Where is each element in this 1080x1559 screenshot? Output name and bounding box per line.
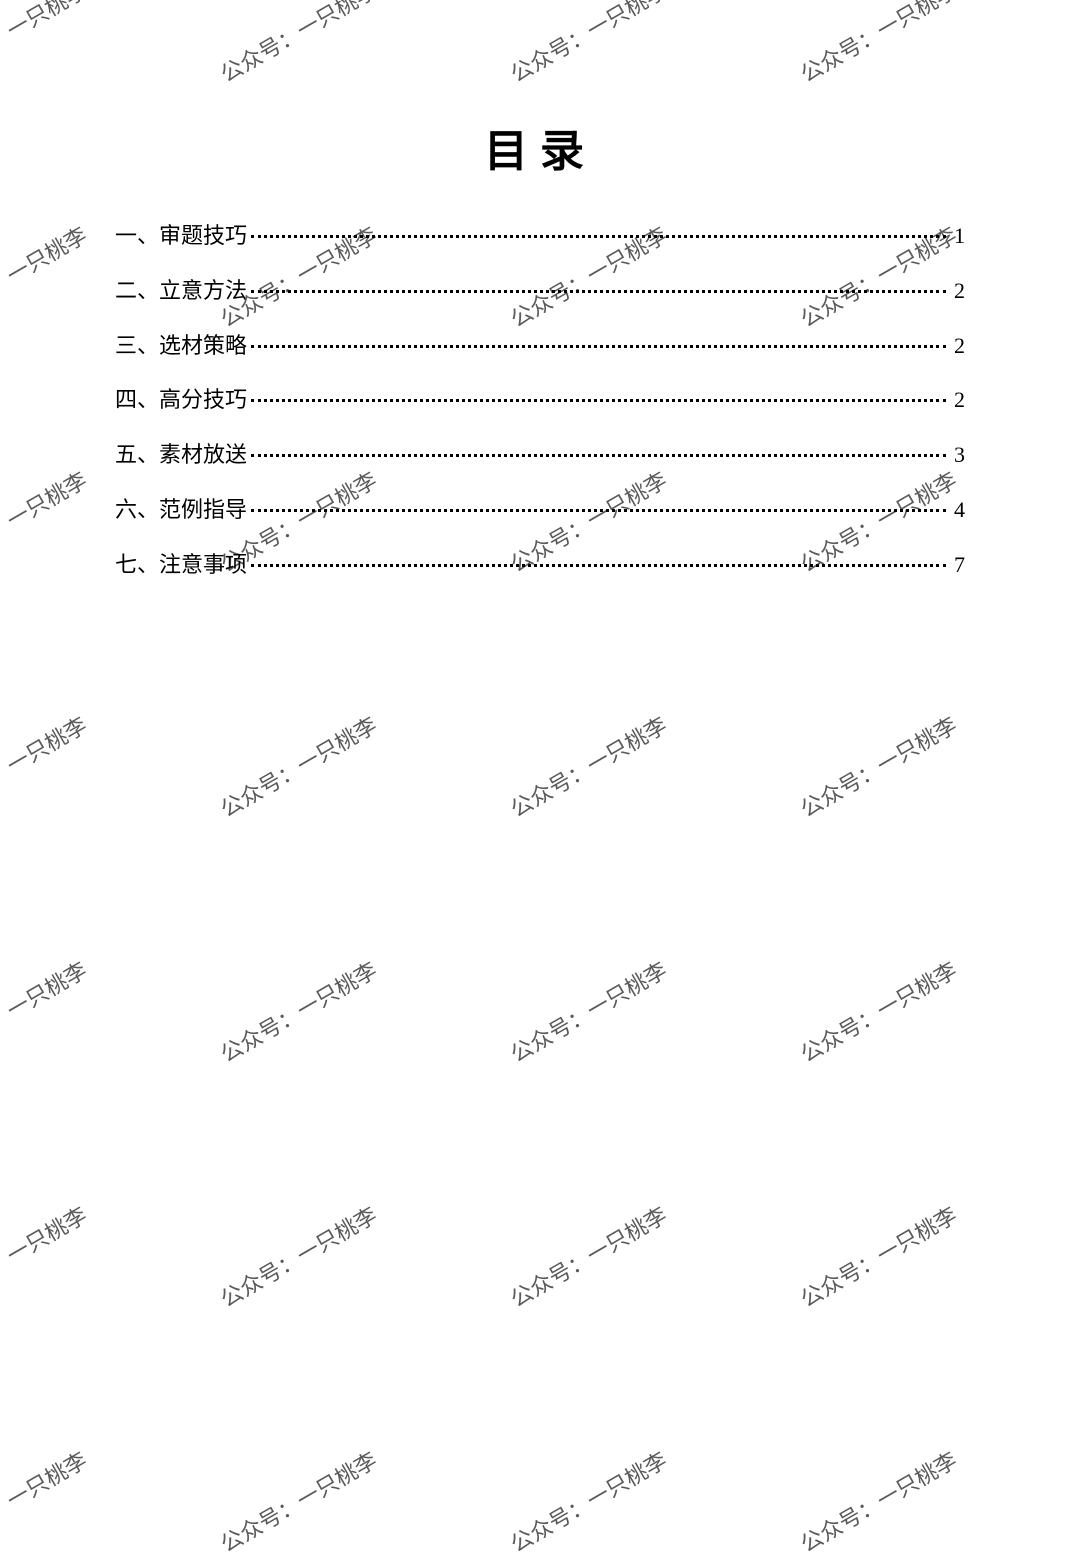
watermark-text: 公众号：一只桃李 bbox=[794, 1198, 962, 1314]
toc-leader-dots bbox=[251, 564, 946, 567]
toc-row: 一、审题技巧 1 bbox=[115, 221, 965, 252]
watermark-text: 公众号：一只桃李 bbox=[794, 708, 962, 824]
watermark-text: 公众号：一只桃李 bbox=[0, 1443, 92, 1559]
toc-leader-dots bbox=[251, 345, 946, 348]
toc-row: 二、立意方法 2 bbox=[115, 276, 965, 307]
toc-row: 四、高分技巧 2 bbox=[115, 385, 965, 416]
toc-row: 七、注意事项 7 bbox=[115, 550, 965, 581]
watermark-text: 公众号：一只桃李 bbox=[794, 953, 962, 1069]
toc-leader-dots bbox=[251, 290, 946, 293]
toc-leader-dots bbox=[251, 235, 946, 238]
page-title: 目录 bbox=[0, 115, 1080, 179]
toc-row: 六、范例指导 4 bbox=[115, 495, 965, 526]
toc-row: 三、选材策略 2 bbox=[115, 331, 965, 362]
watermark-text: 公众号：一只桃李 bbox=[214, 953, 382, 1069]
watermark-text: 公众号：一只桃李 bbox=[0, 708, 92, 824]
watermark-text: 公众号：一只桃李 bbox=[214, 708, 382, 824]
watermark-text: 公众号：一只桃李 bbox=[214, 1443, 382, 1559]
toc-label: 二、立意方法 bbox=[115, 276, 247, 307]
document-content: 目录 一、审题技巧 1 二、立意方法 2 三、选材策略 2 四、高分技巧 2 五、素材放送 3 六、… bbox=[0, 0, 1080, 581]
watermark-text: 公众号：一只桃李 bbox=[504, 1443, 672, 1559]
toc-label: 一、审题技巧 bbox=[115, 221, 247, 252]
table-of-contents: 一、审题技巧 1 二、立意方法 2 三、选材策略 2 四、高分技巧 2 五、素材放送 3 六、范例指… bbox=[115, 221, 965, 581]
watermark-text: 公众号：一只桃李 bbox=[504, 1198, 672, 1314]
toc-label: 五、素材放送 bbox=[115, 440, 247, 471]
toc-page-number: 1 bbox=[950, 221, 965, 252]
toc-leader-dots bbox=[251, 399, 946, 402]
toc-page-number: 3 bbox=[950, 440, 965, 471]
toc-label: 七、注意事项 bbox=[115, 550, 247, 581]
watermark-text: 公众号：一只桃李 bbox=[0, 953, 92, 1069]
toc-label: 三、选材策略 bbox=[115, 331, 247, 362]
toc-label: 四、高分技巧 bbox=[115, 385, 247, 416]
watermark-text: 公众号：一只桃李 bbox=[504, 953, 672, 1069]
toc-label: 六、范例指导 bbox=[115, 495, 247, 526]
toc-page-number: 2 bbox=[950, 331, 965, 362]
toc-row: 五、素材放送 3 bbox=[115, 440, 965, 471]
watermark-text: 公众号：一只桃李 bbox=[214, 1198, 382, 1314]
watermark-text: 公众号：一只桃李 bbox=[504, 708, 672, 824]
toc-leader-dots bbox=[251, 454, 946, 457]
toc-page-number: 2 bbox=[950, 385, 965, 416]
toc-page-number: 4 bbox=[950, 495, 965, 526]
toc-page-number: 7 bbox=[950, 550, 965, 581]
toc-leader-dots bbox=[251, 509, 946, 512]
watermark-text: 公众号：一只桃李 bbox=[794, 1443, 962, 1559]
toc-page-number: 2 bbox=[950, 276, 965, 307]
watermark-text: 公众号：一只桃李 bbox=[0, 1198, 92, 1314]
